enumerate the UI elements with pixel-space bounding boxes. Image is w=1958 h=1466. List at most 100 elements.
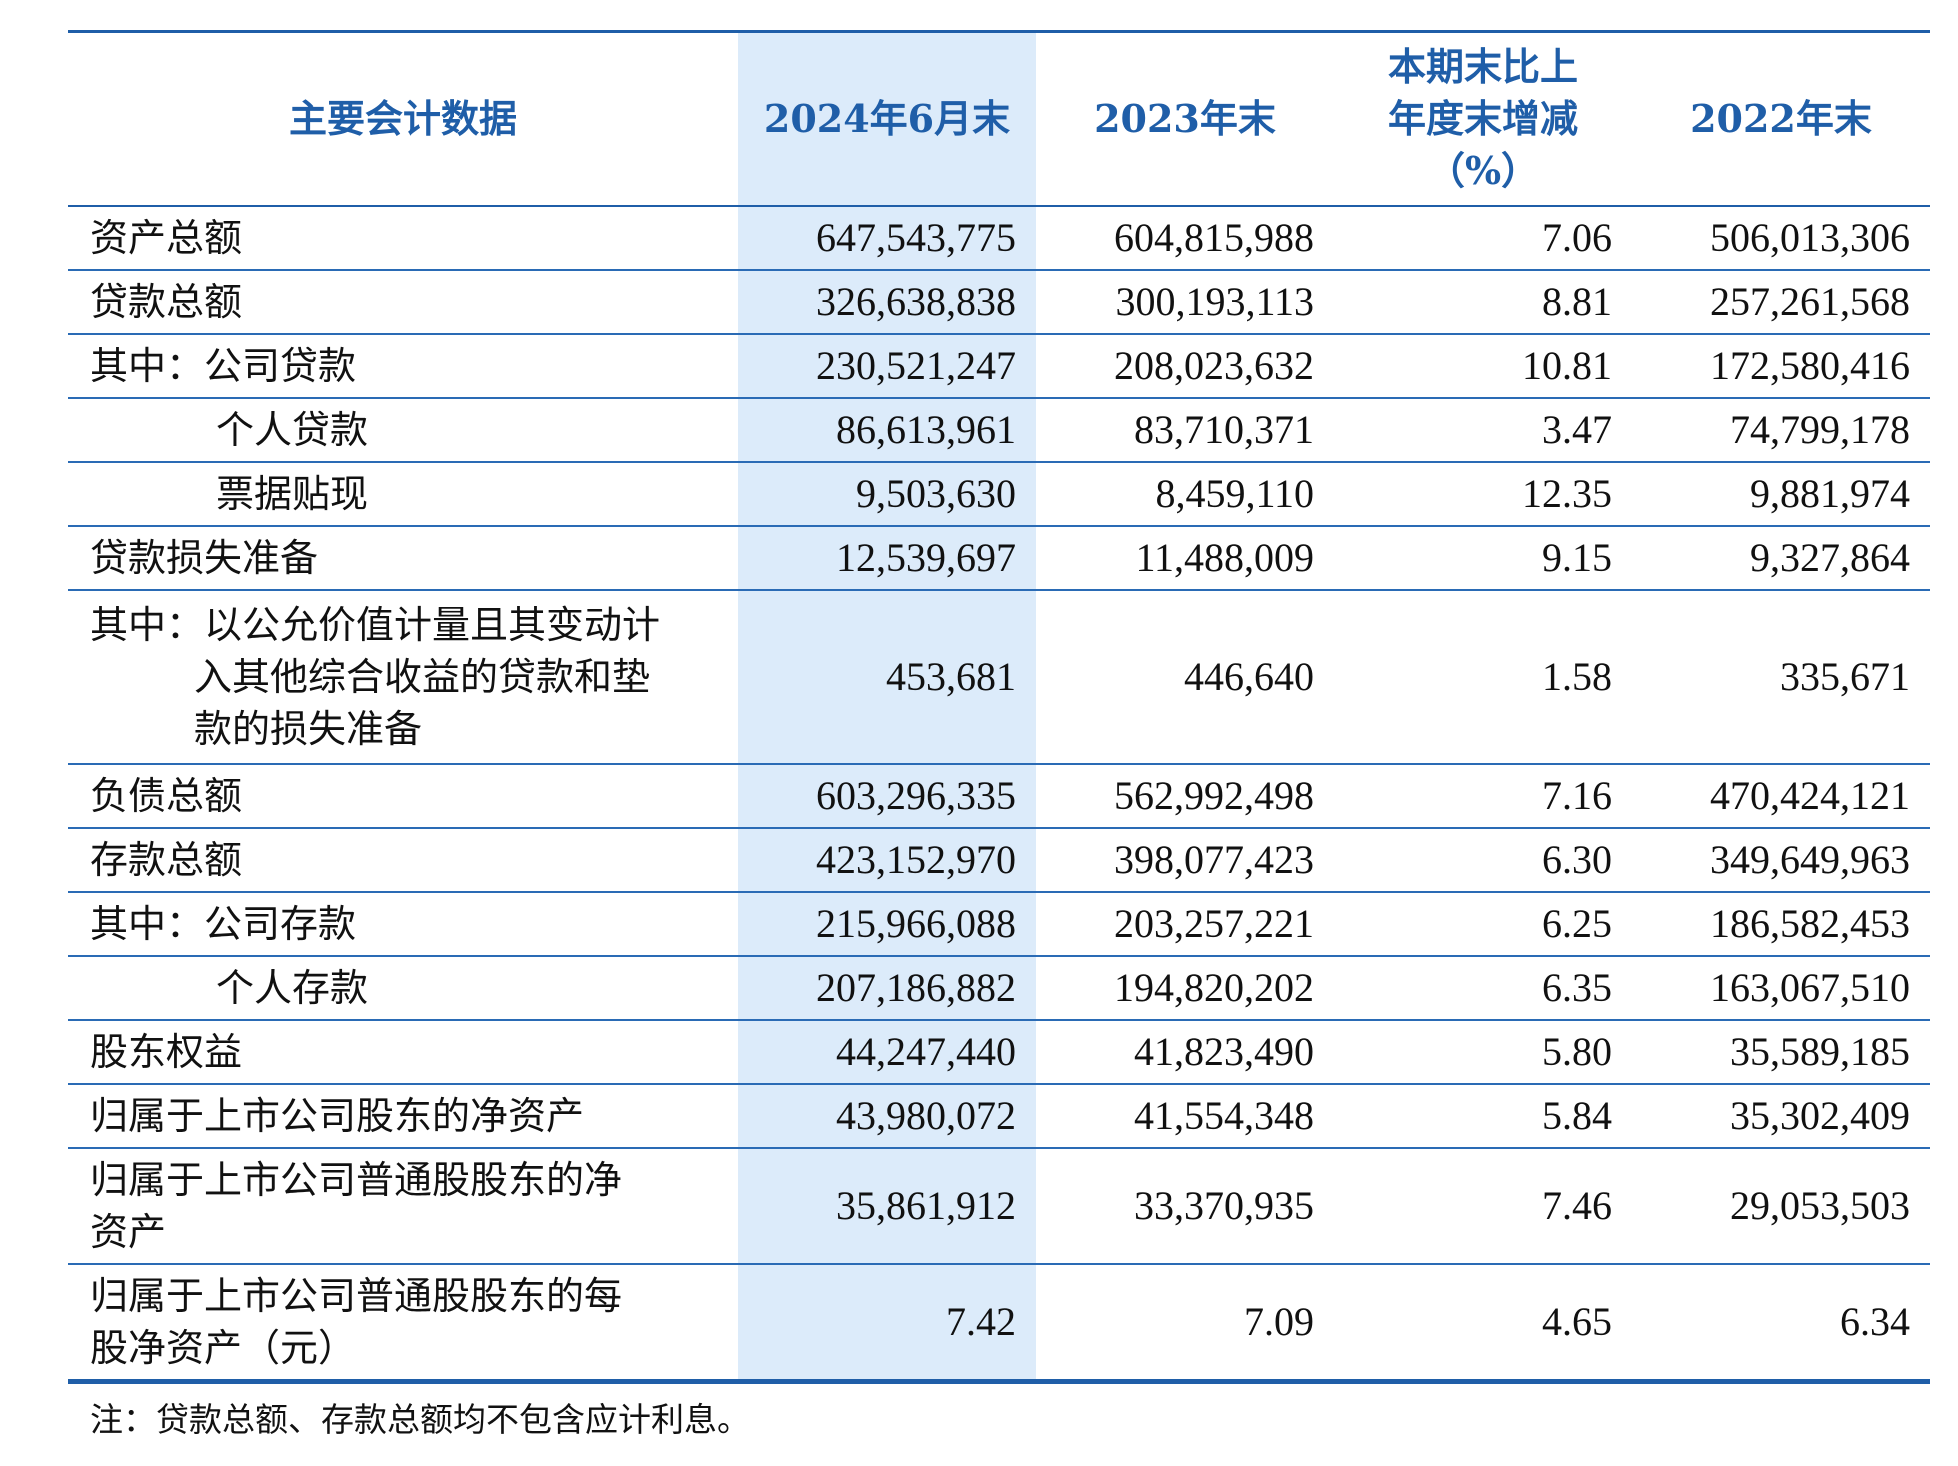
row-label-line1: 归属于上市公司普通股股东的每 [90,1274,623,1318]
table-row: 归属于上市公司股东的净资产 43,980,072 41,554,348 5.84… [68,1084,1930,1149]
row-label-line1: 归属于上市公司普通股股东的净 [90,1158,623,1202]
value-2023: 604,815,988 [1036,206,1334,271]
value-change-pct: 3.47 [1334,398,1632,463]
header-2023: 2023年末 [1036,30,1334,207]
value-2023: 83,710,371 [1036,398,1334,463]
value-change-pct: 1.58 [1334,590,1632,765]
value-2022: 349,649,963 [1632,828,1930,893]
value-2024-jun: 326,638,838 [738,270,1036,335]
header-change-pct: 本期末比上 年度末增减 （%） [1334,30,1632,207]
header-main-data: 主要会计数据 [68,30,738,207]
row-label: 个人存款 [68,956,738,1021]
table-row: 归属于上市公司普通股股东的净 资产 35,861,912 33,370,935 … [68,1148,1930,1265]
row-label: 归属于上市公司普通股股东的净 资产 [68,1148,738,1265]
value-2024-jun: 44,247,440 [738,1020,1036,1085]
value-change-pct: 12.35 [1334,462,1632,527]
row-label: 其中：公司贷款 [68,334,738,399]
row-label-line2: 资产 [90,1210,167,1254]
table-row: 归属于上市公司普通股股东的每 股净资产（元） 7.42 7.09 4.65 6.… [68,1264,1930,1384]
value-2022: 6.34 [1632,1264,1930,1384]
value-2024-jun: 453,681 [738,590,1036,765]
value-change-pct: 6.35 [1334,956,1632,1021]
value-2022: 9,327,864 [1632,526,1930,591]
row-label: 其中：以公允价值计量且其变动计 入其他综合收益的贷款和垫 款的损失准备 [68,590,738,765]
value-2024-jun: 35,861,912 [738,1148,1036,1265]
value-change-pct: 9.15 [1334,526,1632,591]
value-change-pct: 6.25 [1334,892,1632,957]
value-2023: 8,459,110 [1036,462,1334,527]
table-row: 其中：公司贷款 230,521,247 208,023,632 10.81 17… [68,334,1930,399]
table-row: 贷款总额 326,638,838 300,193,113 8.81 257,26… [68,270,1930,335]
value-2023: 41,823,490 [1036,1020,1334,1085]
value-2022: 470,424,121 [1632,764,1930,829]
table-row: 票据贴现 9,503,630 8,459,110 12.35 9,881,974 [68,462,1930,527]
row-label: 归属于上市公司股东的净资产 [68,1084,738,1149]
value-2023: 194,820,202 [1036,956,1334,1021]
value-2023: 446,640 [1036,590,1334,765]
value-2024-jun: 9,503,630 [738,462,1036,527]
value-2022: 9,881,974 [1632,462,1930,527]
value-2023: 33,370,935 [1036,1148,1334,1265]
value-2024-jun: 647,543,775 [738,206,1036,271]
table-row: 其中：公司存款 215,966,088 203,257,221 6.25 186… [68,892,1930,957]
value-2023: 203,257,221 [1036,892,1334,957]
value-2023: 562,992,498 [1036,764,1334,829]
row-label: 资产总额 [68,206,738,271]
value-2022: 506,013,306 [1632,206,1930,271]
value-2023: 7.09 [1036,1264,1334,1384]
value-2023: 300,193,113 [1036,270,1334,335]
value-2022: 335,671 [1632,590,1930,765]
row-label: 贷款损失准备 [68,526,738,591]
value-change-pct: 5.80 [1334,1020,1632,1085]
value-2023: 398,077,423 [1036,828,1334,893]
table-row: 个人存款 207,186,882 194,820,202 6.35 163,06… [68,956,1930,1021]
row-label-line2: 股净资产（元） [90,1326,357,1370]
value-change-pct: 7.46 [1334,1148,1632,1265]
value-change-pct: 7.16 [1334,764,1632,829]
value-2022: 163,067,510 [1632,956,1930,1021]
value-2024-jun: 423,152,970 [738,828,1036,893]
table-row: 存款总额 423,152,970 398,077,423 6.30 349,64… [68,828,1930,893]
value-2023: 11,488,009 [1036,526,1334,591]
row-label: 存款总额 [68,828,738,893]
value-2024-jun: 603,296,335 [738,764,1036,829]
value-2024-jun: 230,521,247 [738,334,1036,399]
table-row: 资产总额 647,543,775 604,815,988 7.06 506,01… [68,206,1930,271]
value-2024-jun: 215,966,088 [738,892,1036,957]
value-2022: 257,261,568 [1632,270,1930,335]
value-2022: 29,053,503 [1632,1148,1930,1265]
table-row: 个人贷款 86,613,961 83,710,371 3.47 74,799,1… [68,398,1930,463]
row-label: 负债总额 [68,764,738,829]
value-2023: 208,023,632 [1036,334,1334,399]
row-label-line3: 款的损失准备 [194,707,423,751]
table-row: 股东权益 44,247,440 41,823,490 5.80 35,589,1… [68,1020,1930,1085]
accounting-data-table-container: 主要会计数据 2024年6月末 2023年末 本期末比上 年度末增减 （%） 2… [68,30,1930,1384]
row-label: 股东权益 [68,1020,738,1085]
value-change-pct: 6.30 [1334,828,1632,893]
accounting-data-table: 主要会计数据 2024年6月末 2023年末 本期末比上 年度末增减 （%） 2… [68,30,1930,1384]
table-header-row: 主要会计数据 2024年6月末 2023年末 本期末比上 年度末增减 （%） 2… [68,30,1930,207]
row-label-line1: 其中：以公允价值计量且其变动计 [90,603,661,647]
row-label: 票据贴现 [68,462,738,527]
row-label-line2: 入其他综合收益的贷款和垫 [194,655,651,699]
value-2023: 41,554,348 [1036,1084,1334,1149]
value-2024-jun: 207,186,882 [738,956,1036,1021]
header-2022: 2022年末 [1632,30,1930,207]
value-2024-jun: 12,539,697 [738,526,1036,591]
value-2022: 74,799,178 [1632,398,1930,463]
header-change-line3: （%） [1426,148,1540,193]
table-footnote: 注：贷款总额、存款总额均不包含应计利息。 [90,1400,750,1439]
value-change-pct: 4.65 [1334,1264,1632,1384]
value-change-pct: 5.84 [1334,1084,1632,1149]
table-row: 负债总额 603,296,335 562,992,498 7.16 470,42… [68,764,1930,829]
value-2024-jun: 86,613,961 [738,398,1036,463]
value-2022: 35,589,185 [1632,1020,1930,1085]
table-row: 贷款损失准备 12,539,697 11,488,009 9.15 9,327,… [68,526,1930,591]
header-change-line1: 本期末比上 [1387,44,1578,89]
row-label: 贷款总额 [68,270,738,335]
row-label: 归属于上市公司普通股股东的每 股净资产（元） [68,1264,738,1384]
row-label: 其中：公司存款 [68,892,738,957]
value-change-pct: 10.81 [1334,334,1632,399]
value-2022: 172,580,416 [1632,334,1930,399]
table-row: 其中：以公允价值计量且其变动计 入其他综合收益的贷款和垫 款的损失准备 453,… [68,590,1930,765]
